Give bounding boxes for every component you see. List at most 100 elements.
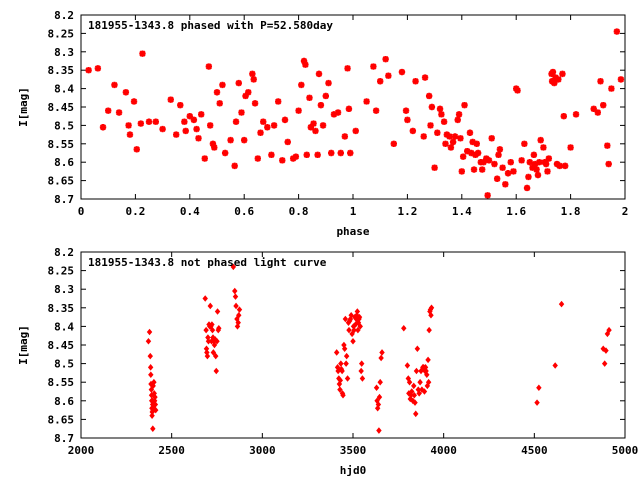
unphased-data-point (378, 354, 384, 362)
phased-plot-ticks: 0 0.2 0.4 0.6 0.8 1 1.2 1.4 1.6 1.8 2 8.2 8.25 8.3 8.3… (48, 9, 629, 218)
unphased-data-point (216, 324, 222, 332)
unphased-data-point (355, 326, 361, 334)
unphased-data-point (379, 349, 385, 356)
unphased-data-point (413, 367, 420, 375)
x-tick-label: 0.8 (289, 205, 309, 218)
unphased-data-point (425, 378, 432, 386)
unphased-data-point (424, 371, 430, 379)
y-tick-label: 8.25 (48, 265, 75, 278)
unphased-data-point (210, 349, 217, 356)
unphased-data-point (428, 311, 434, 319)
unphased-data-point (404, 362, 411, 369)
phased-data-point (404, 116, 411, 124)
unphased-data-point (235, 319, 241, 326)
y-tick-label: 8.4 (54, 320, 74, 333)
phased-data-point (352, 127, 359, 135)
phased-data-point (398, 68, 406, 76)
unphased-data-point (401, 324, 407, 332)
phased-data-point (484, 192, 491, 199)
phased-data-point (458, 168, 465, 175)
phased-data-point (372, 107, 380, 114)
y-tick-label: 8.55 (48, 376, 75, 389)
x-tick-label: 1 (350, 205, 357, 218)
phased-data-point (345, 105, 353, 113)
phased-data-point (597, 78, 604, 85)
x-tick-label: 3000 (249, 444, 276, 457)
phased-data-point (152, 118, 159, 125)
unphased-data-point (558, 300, 565, 308)
x-tick-label: 4000 (430, 444, 457, 457)
phased-data-point (459, 153, 467, 160)
phased-data-point (594, 109, 601, 116)
phased-data-point (298, 81, 305, 89)
phased-data-point (325, 79, 332, 87)
phased-data-point (211, 144, 218, 151)
phased-data-point (125, 122, 132, 129)
y-tick-label: 8.45 (48, 339, 75, 352)
phased-data-point (474, 149, 482, 157)
phased-data-point (370, 63, 377, 70)
phased-data-point (145, 118, 153, 125)
phased-data-point (556, 162, 563, 170)
unphased-data-point (354, 308, 361, 315)
phased-data-point (341, 133, 349, 140)
x-tick-label: 1.8 (561, 205, 581, 218)
unphased-data-point (343, 352, 350, 360)
y-tick-label: 8.3 (54, 46, 74, 59)
x-tick-label: 0.2 (125, 205, 145, 218)
phased-data-point (205, 63, 213, 70)
y-tick-label: 8.65 (48, 175, 75, 188)
unphased-data-point (152, 406, 159, 414)
phased-data-point (409, 127, 417, 135)
y-tick-label: 8.4 (54, 83, 74, 96)
unphased-data-point (603, 347, 609, 354)
unphased-data-point (150, 382, 156, 390)
phased-data-point (551, 79, 558, 87)
phased-data-point (390, 140, 397, 147)
phased-data-point (344, 65, 351, 72)
phased-data-point (560, 113, 567, 120)
unphased-data-point (233, 302, 239, 310)
phased-data-point (232, 118, 240, 125)
phased-data-point (473, 140, 480, 147)
phased-data-point (190, 116, 198, 124)
phased-data-point (434, 129, 441, 136)
unphased-data-point (552, 362, 558, 369)
x-tick-label: 0.6 (234, 205, 254, 218)
phased-data-point (201, 155, 208, 162)
phased-data-point (440, 118, 448, 125)
y-tick-label: 8.7 (54, 432, 74, 445)
y-tick-label: 8.25 (48, 27, 75, 40)
unphased-data-point (214, 338, 220, 345)
unphased-data-point (348, 311, 354, 319)
phased-data-point (257, 129, 264, 136)
unphased-data-point (409, 388, 415, 395)
unphased-data-point (341, 345, 348, 352)
unphased-plot-x-axis-label: hjd0 (340, 464, 367, 477)
phased-data-point (537, 136, 544, 144)
unphased-data-point (150, 425, 156, 432)
phased-data-point (488, 135, 495, 142)
unphased-data-point (203, 326, 209, 334)
phased-data-point (436, 105, 444, 113)
phased-data-point (421, 74, 429, 81)
phased-data-point (545, 155, 553, 162)
phased-data-point (469, 138, 476, 146)
y-tick-label: 8.2 (54, 246, 74, 259)
unphased-data-point (340, 391, 346, 399)
phased-light-curve-panel: 0 0.2 0.4 0.6 0.8 1 1.2 1.4 1.6 1.8 2 8.2 8.25 8.3 8.3… (17, 9, 628, 238)
phased-plot-points (85, 28, 625, 199)
phased-data-point (455, 111, 463, 118)
unphased-data-point (425, 356, 431, 364)
phased-data-point (521, 140, 528, 147)
unphased-data-point (236, 306, 243, 313)
phased-data-point (542, 160, 550, 168)
phased-data-point (464, 147, 471, 155)
phased-data-point (264, 124, 271, 131)
phased-data-point (491, 160, 498, 168)
phased-data-point (555, 76, 562, 83)
y-tick-label: 8.65 (48, 413, 75, 426)
phased-data-point (431, 164, 438, 171)
phased-data-point (254, 155, 261, 162)
x-tick-label: 1.2 (397, 205, 417, 218)
